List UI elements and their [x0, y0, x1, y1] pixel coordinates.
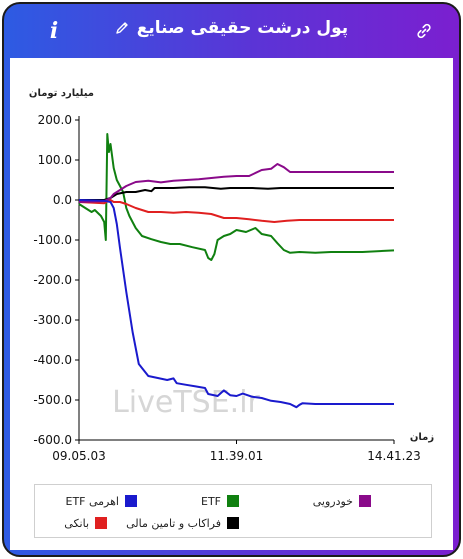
series-line — [78, 199, 394, 223]
page-title: پول درشت حقیقی صنایع — [4, 18, 459, 40]
legend-swatch — [359, 495, 371, 507]
chart-legend: ETF اهرمی ETF خودرویی بانکی فراکاب و تام… — [34, 484, 432, 538]
legend-swatch — [227, 517, 239, 529]
line-chart: میلیارد تومان زمان LiveTSE.ir 200.0 100.0… — [29, 88, 434, 463]
y-axis-label: میلیارد تومان — [29, 88, 94, 99]
y-tick-label: -400.0 — [33, 353, 72, 367]
x-axis-label: زمان — [410, 432, 434, 443]
y-tick-label: -300.0 — [33, 313, 72, 327]
x-tick-label: 11.39.01 — [210, 449, 263, 463]
y-tick-label: -200.0 — [33, 273, 72, 287]
legend-item-otc-financing[interactable]: فراکاب و تامین مالی — [126, 514, 239, 532]
y-tick-label: 200.0 — [38, 113, 72, 127]
y-tick-label: 0.0 — [53, 193, 72, 207]
chart-panel: میلیارد تومان زمان LiveTSE.ir 200.0 100.0… — [10, 58, 453, 550]
legend-swatch — [227, 495, 239, 507]
legend-label: ETF اهرمی — [65, 494, 120, 508]
legend-item-etf[interactable]: ETF — [201, 492, 239, 510]
title-text: پول درشت حقیقی صنایع — [136, 18, 349, 38]
y-tick-label: -600.0 — [33, 433, 72, 447]
legend-swatch — [125, 495, 137, 507]
x-tick-label: 14.41.23 — [367, 449, 420, 463]
link-icon[interactable] — [415, 22, 433, 44]
pencil-icon[interactable] — [115, 20, 129, 40]
legend-label: بانکی — [64, 516, 89, 530]
series-line — [78, 133, 395, 261]
series-line — [78, 199, 394, 409]
legend-item-leveraged-etf[interactable]: ETF اهرمی — [65, 492, 137, 510]
info-button[interactable]: i — [49, 18, 59, 44]
legend-swatch — [95, 517, 107, 529]
legend-label: خودرویی — [312, 494, 353, 508]
y-tick-label: -100.0 — [33, 233, 72, 247]
y-tick-label: -500.0 — [33, 393, 72, 407]
legend-label: ETF — [201, 494, 221, 508]
y-tick-label: 100.0 — [38, 153, 72, 167]
legend-item-automotive[interactable]: خودرویی — [313, 492, 371, 510]
header-bar: i پول درشت حقیقی صنایع — [4, 4, 459, 58]
legend-label: فراکاب و تامین مالی — [126, 516, 221, 530]
legend-item-banking[interactable]: بانکی — [64, 514, 107, 532]
x-tick-label: 09.05.03 — [52, 449, 105, 463]
series-line — [79, 186, 394, 201]
series-line — [78, 163, 394, 203]
watermark: LiveTSE.ir — [112, 385, 260, 420]
